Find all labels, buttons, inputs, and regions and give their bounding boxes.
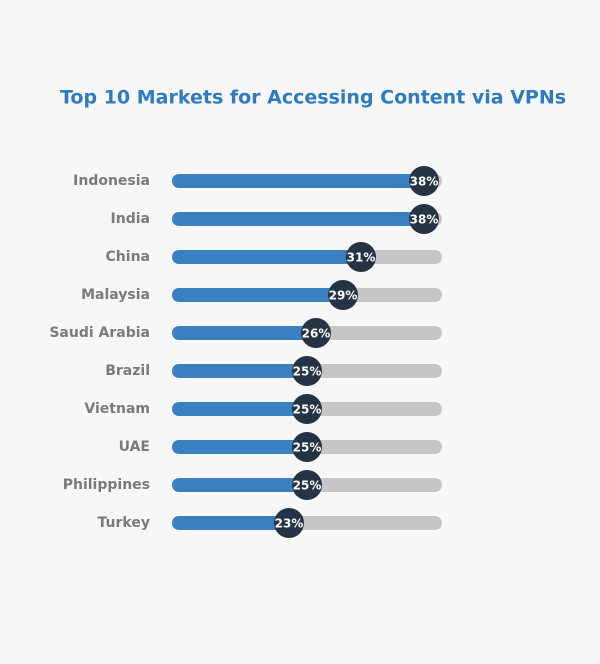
value-badge (301, 318, 331, 348)
category-label: Malaysia (81, 287, 150, 303)
category-label: Saudi Arabia (49, 325, 150, 341)
value-badge (292, 356, 322, 386)
value-label: 38% (410, 213, 439, 227)
category-label: Brazil (105, 363, 150, 379)
bar (172, 440, 307, 454)
value-label: 25% (293, 403, 322, 417)
value-badge (292, 432, 322, 462)
value-badge (292, 470, 322, 500)
bar (172, 364, 307, 378)
category-label: Philippines (63, 477, 150, 493)
bar (172, 478, 307, 492)
value-label: 23% (275, 517, 304, 531)
value-label: 31% (347, 251, 376, 265)
bar (172, 326, 316, 340)
value-badge (274, 508, 304, 538)
value-label: 29% (329, 289, 358, 303)
category-label: Vietnam (84, 401, 150, 417)
bar (172, 212, 424, 226)
value-badge (292, 394, 322, 424)
value-badge (328, 280, 358, 310)
chart-title: Top 10 Markets for Accessing Content via… (60, 87, 566, 109)
bar (172, 288, 343, 302)
category-label: UAE (119, 439, 150, 455)
category-label: India (111, 211, 150, 227)
bar (172, 402, 307, 416)
value-badge (346, 242, 376, 272)
bar (172, 516, 289, 530)
value-label: 25% (293, 365, 322, 379)
value-label: 25% (293, 441, 322, 455)
value-label: 26% (302, 327, 331, 341)
category-label: China (106, 249, 150, 265)
bar (172, 174, 424, 188)
category-label: Indonesia (73, 173, 150, 189)
value-badge (409, 166, 439, 196)
bar (172, 250, 361, 264)
value-label: 25% (293, 479, 322, 493)
category-label: Turkey (98, 515, 150, 531)
value-badge (409, 204, 439, 234)
value-label: 38% (410, 175, 439, 189)
